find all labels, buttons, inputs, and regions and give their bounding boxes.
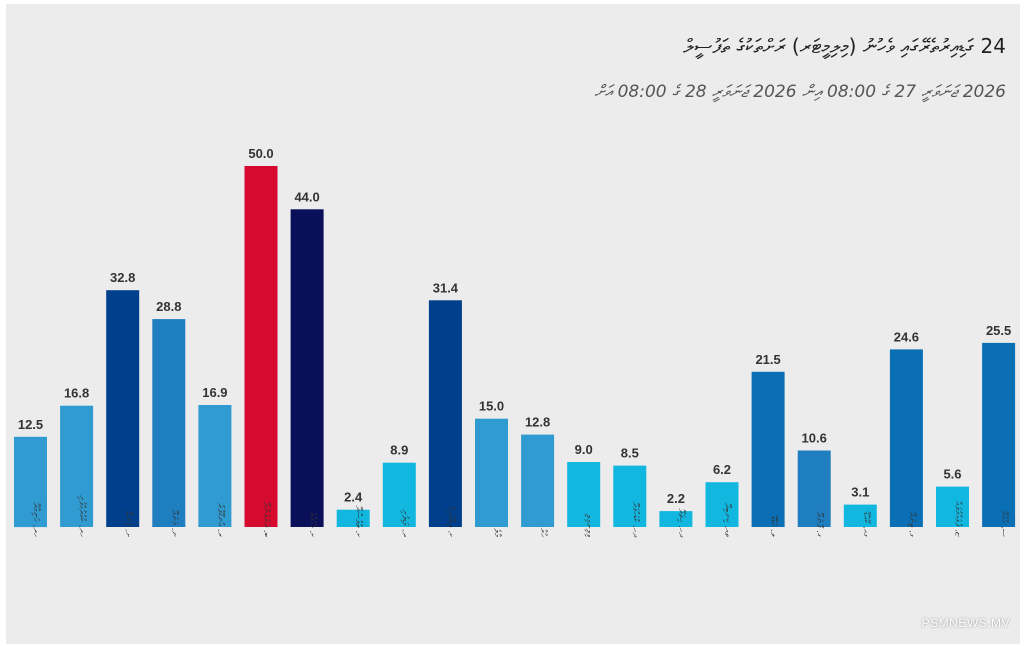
category-label-7: ކ. ތުލުސްދޫ bbox=[353, 505, 363, 537]
category-label-19: ގ. ތިނަދޫ bbox=[906, 511, 916, 537]
bar-value-label-17: 10.6 bbox=[802, 431, 827, 446]
category-label-0: ހދ. ހަނިމާދޫ bbox=[31, 502, 41, 538]
category-label-6: ކ. ހުޅުމާލެ bbox=[307, 511, 317, 537]
bar-value-label-1: 16.8 bbox=[64, 386, 89, 401]
bar-4 bbox=[198, 405, 232, 527]
bar-2 bbox=[106, 290, 140, 527]
bar-0 bbox=[14, 436, 47, 528]
watermark: PSMNEWS.MV bbox=[921, 616, 1010, 630]
category-label-14: ދހ. ހިތަދޫ bbox=[676, 508, 686, 538]
bar-value-label-13: 8.5 bbox=[621, 446, 639, 461]
chart-subtitle: 2026 ޖަނަވަރީ 27 ގެ 08:00 އިން 2026 ޖަނަ… bbox=[594, 82, 1006, 102]
bar-value-label-3: 28.8 bbox=[156, 299, 181, 314]
category-label-21: ސ. ހުޅުދޫ bbox=[999, 510, 1009, 537]
bar-chart: 12.5 ހދ. ހަނިމާދޫ 16.8 ހދ. ކުޅުދުއްފުށި 32.8… bbox=[14, 146, 1016, 538]
category-label-13: ދހ. ކުޑަހުވަދޫ bbox=[630, 502, 640, 538]
bar-value-label-16: 21.5 bbox=[755, 352, 780, 367]
bar-10 bbox=[475, 418, 508, 527]
category-label-17: ގ. ފޮނަދޫ bbox=[814, 511, 824, 537]
bar-20 bbox=[936, 486, 969, 527]
bar-value-label-4: 16.9 bbox=[202, 385, 227, 400]
category-label-12: ވިލިނގިލި bbox=[584, 513, 594, 537]
bar-13 bbox=[613, 465, 647, 527]
bar-3 bbox=[152, 319, 186, 527]
category-label-1: ހދ. ކުޅުދުއްފުށި bbox=[77, 495, 87, 538]
bar-value-label-7: 2.4 bbox=[344, 490, 363, 505]
bar-7 bbox=[336, 509, 370, 527]
bar-17 bbox=[797, 450, 831, 527]
bar-value-label-10: 15.0 bbox=[479, 399, 504, 414]
category-label-4: ރ. އުނގޫފާރު bbox=[215, 503, 225, 538]
category-label-20: ޏ. ފުވައްމުލައް bbox=[953, 501, 963, 537]
bar-16 bbox=[751, 371, 785, 527]
bar-11 bbox=[521, 434, 555, 527]
bar-12 bbox=[567, 462, 601, 527]
bar-value-label-18: 3.1 bbox=[851, 485, 869, 500]
bar-value-label-8: 8.9 bbox=[390, 443, 408, 458]
bar-value-label-0: 12.5 bbox=[18, 417, 43, 432]
category-label-15: ތއ. ކިނބިދޫ bbox=[722, 503, 732, 538]
category-label-5: ބ. ދަރަވަންދޫ bbox=[261, 501, 271, 537]
bar-18 bbox=[843, 504, 877, 527]
category-label-3: ނ. މަނަދޫ bbox=[169, 509, 179, 537]
bar-5 bbox=[244, 166, 278, 527]
bar-9 bbox=[428, 300, 462, 527]
category-label-8: ދ. މަޑިފުށި bbox=[399, 509, 409, 537]
bar-value-label-9: 31.4 bbox=[433, 280, 459, 295]
bar-value-label-20: 5.6 bbox=[943, 467, 961, 482]
bar-value-label-21: 25.5 bbox=[986, 323, 1011, 338]
bar-value-label-12: 9.0 bbox=[575, 442, 593, 457]
chart-title: 24 ގަޑިއިރުތެރޭގައި ވެހުނު (މިލިމީޓަރ) ރ… bbox=[683, 34, 1006, 58]
category-label-11: ހުރާ bbox=[538, 528, 548, 538]
bar-21 bbox=[982, 342, 1016, 527]
bar-15 bbox=[705, 482, 739, 527]
bar-value-label-19: 24.6 bbox=[894, 329, 919, 344]
bar-value-label-5: 50.0 bbox=[248, 146, 273, 161]
bar-value-label-2: 32.8 bbox=[110, 270, 135, 285]
chart-card: 24 ގަޑިއިރުތެރޭގައި ވެހުނު (މިލިމީޓަރ) ރ… bbox=[6, 4, 1020, 644]
category-label-16: ލ. ކަޑްޑޫ bbox=[768, 515, 778, 538]
bar-14 bbox=[659, 511, 693, 527]
category-label-2: ށ. ފުނަދޫ bbox=[123, 510, 133, 538]
category-label-18: ގއ. ކޫއްޑޫ bbox=[860, 511, 870, 537]
bar-value-label-15: 6.2 bbox=[713, 462, 731, 477]
bar-value-label-14: 2.2 bbox=[667, 491, 685, 506]
bar-value-label-11: 12.8 bbox=[525, 415, 550, 430]
bar-value-label-6: 44.0 bbox=[294, 189, 319, 204]
bar-1 bbox=[60, 405, 94, 527]
category-label-9: ކ. އިބްރާހިމް bbox=[445, 506, 455, 537]
category-label-10: މާލެ bbox=[492, 528, 502, 537]
bar-6 bbox=[290, 209, 324, 528]
bar-8 bbox=[382, 462, 416, 527]
bar-19 bbox=[889, 349, 923, 527]
